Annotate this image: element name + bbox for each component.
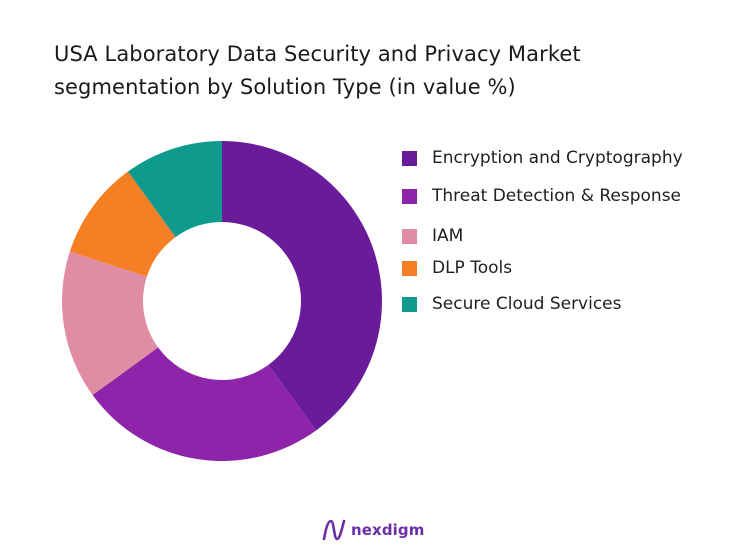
legend-swatch-threat-detection: [402, 188, 417, 204]
legend-item-threat-detection: Threat Detection & Response: [402, 184, 681, 208]
chart-title-line-1: USA Laboratory Data Security and Privacy…: [54, 42, 581, 66]
brand-logo: nexdigm: [322, 518, 424, 542]
legend-label-dlp: DLP Tools: [432, 258, 513, 278]
donut-slice-encryption: [222, 141, 383, 431]
legend-label-encryption: Encryption and Cryptography: [432, 148, 683, 168]
legend-swatch-dlp: [402, 260, 417, 276]
donut-slice-secure-cloud: [127, 141, 222, 238]
legend-swatch-encryption: [402, 150, 417, 166]
chart-title: USA Laboratory Data Security and Privacy…: [54, 38, 714, 104]
chart-title-line-2: segmentation by Solution Type (in value …: [54, 75, 516, 99]
legend-label-secure-cloud: Secure Cloud Services: [432, 294, 622, 314]
donut-slice-threat-detection: [92, 347, 317, 462]
donut-slice-iam: [62, 251, 159, 396]
nexdigm-logo-icon: [322, 519, 346, 541]
legend-item-dlp: DLP Tools: [402, 256, 512, 280]
legend-item-encryption: Encryption and Cryptography: [402, 146, 683, 170]
legend-swatch-secure-cloud: [402, 296, 417, 312]
legend-item-secure-cloud: Secure Cloud Services: [402, 292, 622, 316]
legend-label-iam: IAM: [432, 226, 464, 246]
donut-slice-dlp: [69, 171, 176, 277]
legend-item-iam: IAM: [402, 224, 463, 248]
legend-label-threat-detection: Threat Detection & Response: [432, 186, 682, 206]
legend-swatch-iam: [402, 228, 417, 244]
brand-name: nexdigm: [351, 521, 425, 539]
